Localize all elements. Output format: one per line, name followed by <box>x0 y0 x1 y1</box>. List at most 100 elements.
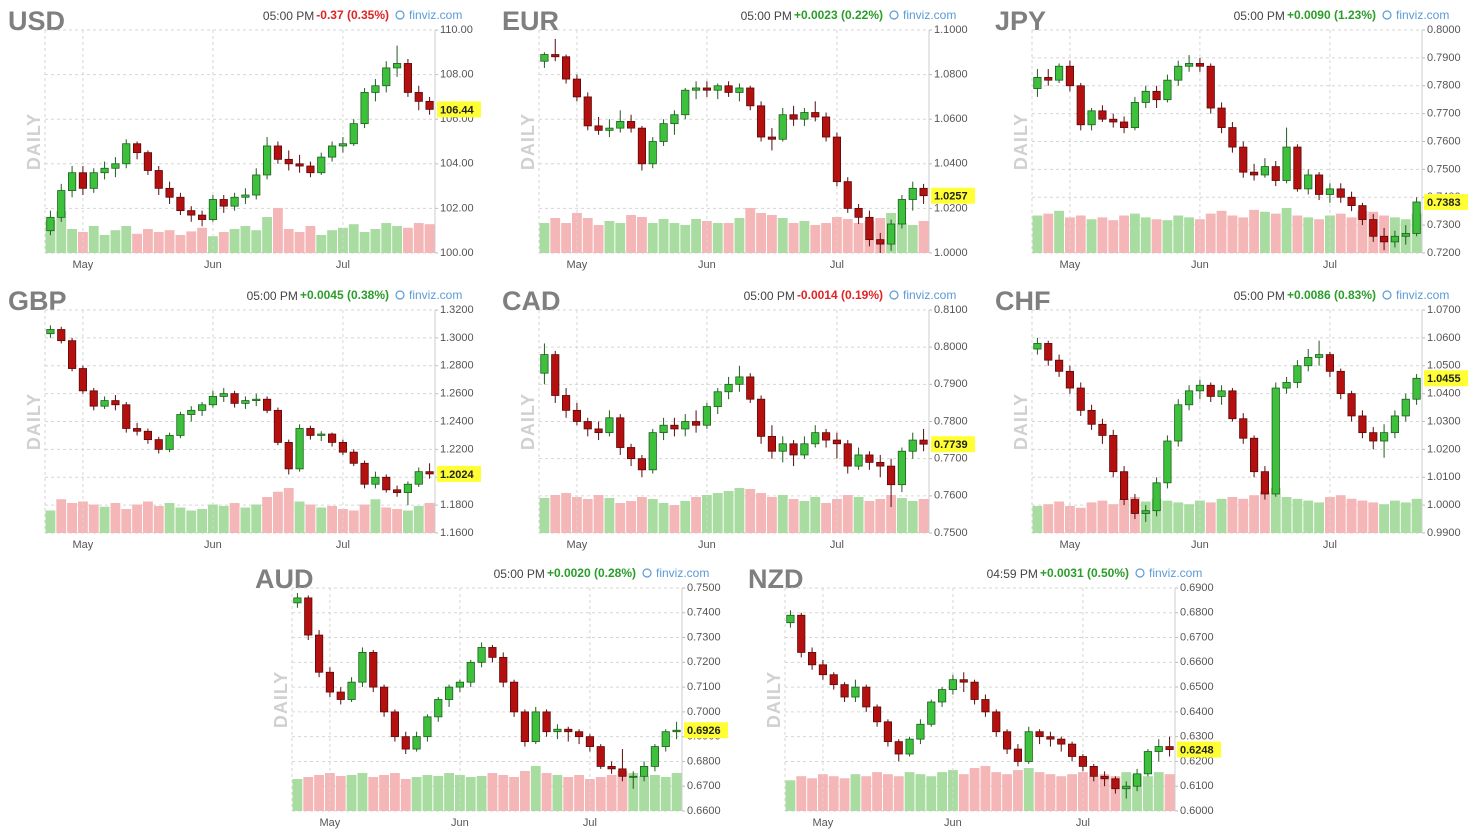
y-tick-label: 0.6900 <box>1180 582 1214 594</box>
quote-time: 05:00 PM <box>247 289 298 303</box>
chart-title: AUD <box>255 564 314 594</box>
y-tick-label: 0.7300 <box>687 631 721 643</box>
candle-body <box>165 187 174 198</box>
candle-body <box>208 199 218 220</box>
x-tick-label: Jun <box>698 259 716 271</box>
candle-body <box>1195 384 1205 392</box>
volume-bar <box>273 491 283 533</box>
last-price-badge <box>931 187 975 204</box>
volume-bar <box>424 503 435 533</box>
volume-bar <box>1303 500 1314 533</box>
candle-body <box>724 85 733 93</box>
y-tick-label: 0.7900 <box>934 378 968 390</box>
candle-body <box>865 216 874 241</box>
candle-body <box>627 121 636 129</box>
candle-body <box>786 614 795 624</box>
last-price-badge <box>931 436 975 453</box>
candle-body <box>551 354 560 396</box>
volume-bar <box>1108 220 1119 253</box>
volume-bar <box>175 507 186 533</box>
last-price-badge <box>684 722 728 739</box>
candle-body <box>1076 387 1085 411</box>
volume-bar <box>604 498 615 533</box>
volume-bar <box>1162 500 1173 533</box>
volume-bar <box>381 507 392 533</box>
candle-body <box>1057 738 1066 745</box>
volume-bar <box>897 223 907 253</box>
volume-bar <box>853 497 864 533</box>
volume-bar <box>465 777 476 811</box>
candle-body <box>1249 171 1259 176</box>
source-link: finviz.com <box>409 288 462 302</box>
candle-body <box>811 432 820 445</box>
candle-body <box>629 775 638 778</box>
candle-body <box>594 428 603 434</box>
candle-body <box>306 428 315 436</box>
candle-body <box>865 454 874 463</box>
candle-body <box>1206 65 1215 109</box>
volume-bar <box>1054 210 1064 253</box>
y-tick-label: 102.00 <box>440 202 474 214</box>
volume-bar <box>1130 213 1140 253</box>
candle-body <box>948 679 958 690</box>
volume-bar <box>864 501 875 533</box>
candle-body <box>315 634 324 673</box>
candle-body <box>338 143 348 147</box>
period-label: DAILY <box>271 671 291 728</box>
candle-body <box>756 398 766 437</box>
volume-bar <box>1043 213 1054 253</box>
volume-bar <box>637 217 647 253</box>
candle-body <box>1122 785 1131 790</box>
x-tick-label: May <box>567 539 588 551</box>
volume-bar <box>1292 215 1303 253</box>
y-tick-label: 0.7500 <box>1427 163 1461 175</box>
candle-body <box>1174 65 1183 81</box>
volume-bar <box>346 775 357 811</box>
x-tick-label: May <box>1060 539 1081 551</box>
candle-body <box>89 390 98 407</box>
y-tick-label: 0.8000 <box>934 341 968 353</box>
volume-bar <box>273 208 283 253</box>
quote-time: 05:00 PM <box>494 567 545 581</box>
y-tick-label: 0.7100 <box>687 681 721 693</box>
chart-title: JPY <box>995 6 1046 36</box>
volume-bar <box>850 774 861 811</box>
volume-bar <box>1151 219 1162 253</box>
source-link: finviz.com <box>1396 288 1449 302</box>
candle-body <box>916 723 925 740</box>
volume-bar <box>292 779 303 811</box>
chart-panel: GBP DAILY +0.0045 (0.38%)05:00 PM finviz.co… <box>8 286 481 551</box>
volume-bar <box>327 230 337 253</box>
candle-body <box>414 92 423 102</box>
candle-body <box>1217 107 1226 128</box>
candle-body <box>1369 219 1378 237</box>
candle-body <box>165 435 174 450</box>
chart-title: CAD <box>502 286 561 316</box>
candle-body <box>542 711 551 733</box>
volume-bar <box>1357 210 1368 253</box>
x-tick-label: Jul <box>830 539 844 551</box>
candle-body <box>1271 166 1280 181</box>
candle-body <box>551 54 560 58</box>
candle-body <box>1304 174 1313 190</box>
candle-body <box>1401 233 1410 237</box>
volume-bar <box>520 771 530 811</box>
volume-bar <box>229 229 240 253</box>
candle-body <box>746 376 755 400</box>
period-label: DAILY <box>518 113 538 170</box>
volume-bar <box>1227 497 1238 533</box>
candle-body <box>230 196 239 207</box>
candle-body <box>1132 773 1142 787</box>
candle-body <box>1109 435 1118 473</box>
candle-body <box>1325 354 1335 372</box>
volume-bar <box>218 232 229 253</box>
candle-body <box>851 686 860 698</box>
candle-body <box>789 114 798 120</box>
volume-bar <box>861 776 872 811</box>
candle-body <box>425 100 434 110</box>
source-icon <box>1382 290 1392 300</box>
candle-body <box>854 454 863 467</box>
candle-body <box>197 404 207 411</box>
candle-body <box>1044 343 1053 361</box>
